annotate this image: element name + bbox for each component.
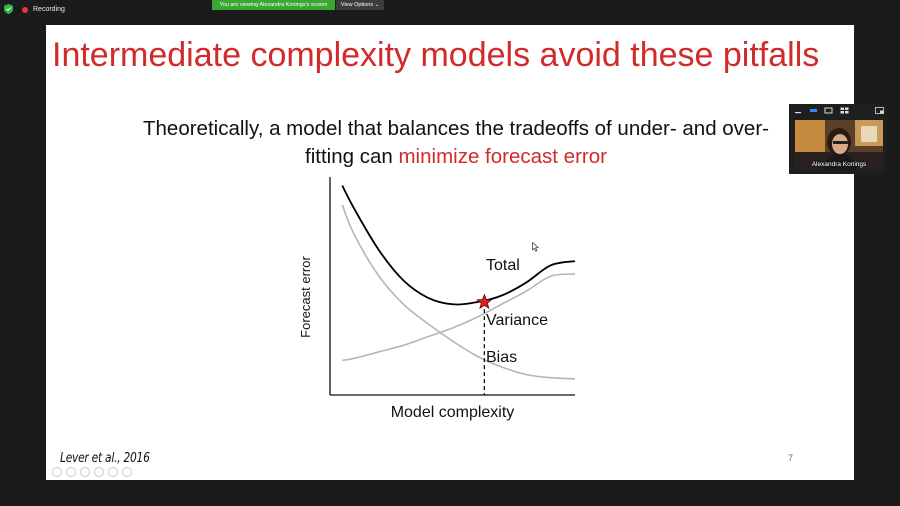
recording-indicator[interactable]: Recording (22, 4, 65, 15)
annotate-tool-icon[interactable] (80, 467, 90, 477)
slide-subtitle: Theoretically, a model that balances the… (86, 115, 826, 171)
subtitle-highlight: minimize forecast error (398, 145, 607, 168)
view-options-button[interactable]: View Options ⌄ (336, 0, 384, 10)
annotate-tool-icon[interactable] (52, 467, 62, 477)
participant-name: Alexandra Konings (811, 161, 867, 168)
subtitle-line-2: fitting can minimize forecast error (86, 143, 826, 171)
series-label-bias: Bias (486, 349, 517, 366)
series-variance-line (342, 273, 576, 362)
participant-video-feed: Alexandra Konings (795, 120, 883, 170)
annotate-tool-icon[interactable] (108, 467, 118, 477)
exit-fullscreen-icon[interactable] (875, 107, 884, 114)
annotate-tool-icon[interactable] (122, 467, 132, 477)
recording-dot-icon (22, 6, 28, 13)
series-bias-line (341, 204, 576, 380)
grid-view-icon[interactable] (840, 107, 849, 114)
series-total-line (341, 185, 576, 306)
x-axis-label: Model complexity (391, 404, 515, 421)
subtitle-line-2-plain: fitting can (305, 145, 399, 168)
video-tile-toolbar (789, 104, 887, 118)
slide-number: 7 (788, 453, 794, 463)
viewing-screen-banner: You are viewing Alexandra Konings's scre… (212, 0, 335, 10)
participant-video-tile[interactable]: Alexandra Konings (789, 104, 887, 174)
bias-variance-chart: Total Variance Bias Model complexity Forecas… (298, 177, 576, 421)
webcam-image (795, 120, 883, 170)
mouse-cursor-icon (532, 242, 539, 252)
annotate-tool-icon[interactable] (94, 467, 104, 477)
shield-icon[interactable] (4, 4, 13, 14)
slide-title: Intermediate complexity models avoid the… (52, 36, 820, 74)
recording-label: Recording (33, 6, 65, 13)
meeting-top-bar: Recording You are viewing Alexandra Koni… (0, 0, 900, 25)
annotation-toolbar (52, 467, 132, 477)
y-axis-label: Forecast error (298, 256, 313, 338)
annotate-tool-icon[interactable] (66, 467, 76, 477)
speaker-view-icon[interactable] (809, 107, 818, 114)
minimize-icon[interactable] (794, 107, 802, 114)
gallery-view-icon[interactable] (824, 107, 833, 114)
series-label-variance: Variance (486, 312, 548, 329)
subtitle-line-1: Theoretically, a model that balances the… (143, 117, 769, 140)
meeting-bottom-bar (0, 480, 900, 506)
shared-slide: Intermediate complexity models avoid the… (46, 25, 854, 480)
view-options-label: View Options (340, 2, 374, 8)
series-label-total: Total (486, 257, 520, 274)
optimum-star-icon (476, 293, 493, 310)
citation: Lever et al., 2016 (60, 451, 150, 466)
chevron-down-icon: ⌄ (374, 2, 380, 8)
